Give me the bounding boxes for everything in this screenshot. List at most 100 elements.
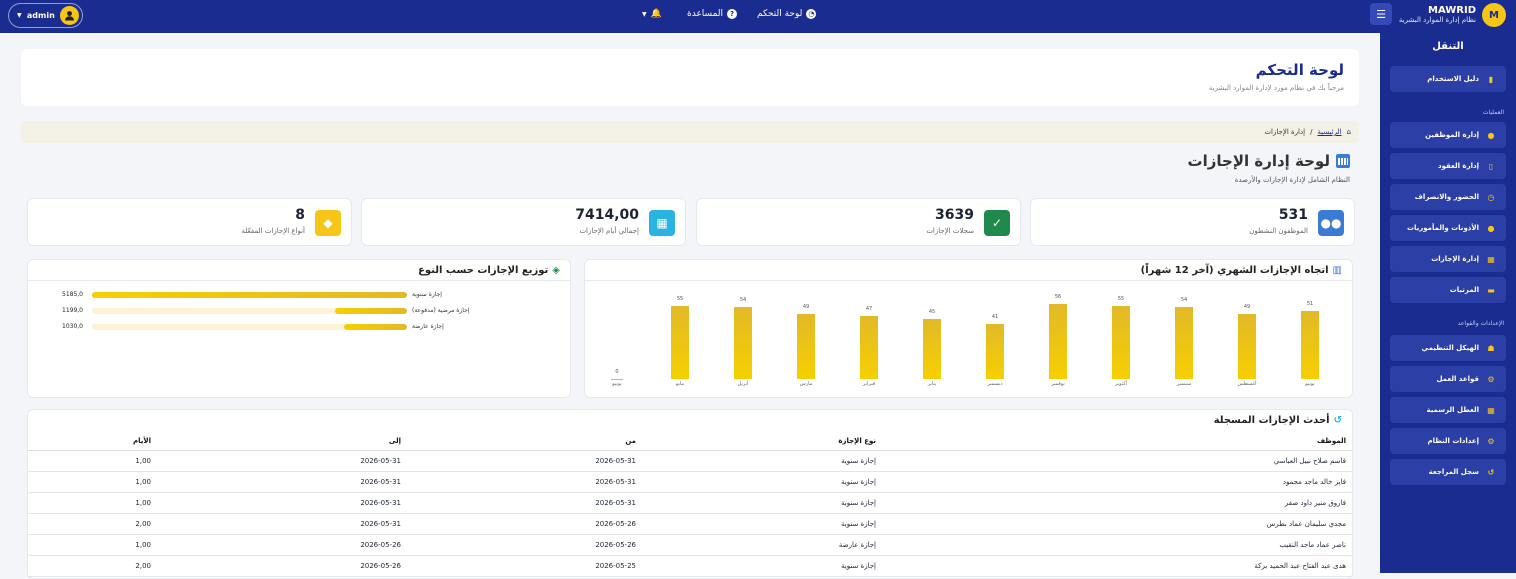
user-check-icon: ● [1487,223,1495,233]
column-header-to[interactable]: إلى [157,432,407,451]
table-row[interactable]: مجدي سليمان عماد بطرس إجازة سنوية 2026-05-… [28,513,1352,535]
trend-bar[interactable] [1175,307,1193,379]
table-row[interactable]: ناصر عماد ماجد النقيب إجازة عارضة 2026-05-… [28,534,1352,556]
trend-axis-label: يونيو [1305,381,1315,387]
stat-value: 7414,00 [575,207,639,223]
calendar-icon: ▦ [1487,254,1495,264]
users-icon: ●● [1318,210,1344,236]
column-header-from[interactable]: من [407,432,642,451]
trend-bar[interactable] [923,319,941,379]
distribution-track [92,324,407,330]
distribution-label: إجازة مرضية (مدفوعة) [412,307,470,314]
trend-bar-value: 47 [865,306,873,313]
trend-bar[interactable] [1301,311,1319,379]
page-header-card: لوحة التحكم مرحباً بك في نظام مورد لإدار… [21,49,1359,106]
gear-icon: ⚙ [1487,436,1495,446]
stat-label: إجمالي أيام الإجازات [579,227,639,235]
distribution-track [92,308,407,314]
distribution-label: إجازة سنوية [412,291,442,298]
table-row[interactable]: فاروق منير داود صقر إجازة سنوية 2026-05-31… [28,492,1352,514]
user-avatar-icon [60,6,79,25]
sidebar-title: التنقل [1432,41,1464,52]
brand-logo: M [1482,3,1506,27]
distribution-value: 1199,0 [62,307,83,314]
trend-axis-label: ديسمبر [987,381,1003,387]
sidebar-item-guide[interactable]: دليل الاستخدام ▮ [1390,66,1506,92]
sidebar-item-leaves[interactable]: إدارة الإجازات ▦ [1390,246,1506,272]
stat-value: 531 [1278,207,1308,223]
trend-axis-label: مايو [675,381,685,387]
trend-bar[interactable] [986,324,1004,379]
trend-bar[interactable] [611,379,623,380]
breadcrumb: ⌂ الرئيسية / إدارة الإجازات [21,121,1359,143]
trend-bar[interactable] [734,307,752,379]
top-navbar: M MAWRID نظام إدارة الموارد البشرية ☰ لو… [0,0,1516,33]
trend-axis-label: أغسطس [1237,381,1257,387]
column-header-leave-type[interactable]: نوع الإجازة [642,432,882,451]
sidebar-item-work-rules[interactable]: قواعد العمل ⚙ [1390,366,1506,392]
user-menu[interactable]: ▼ admin [8,3,83,28]
monthly-trend-title-text: اتجاه الإجازات الشهري (آخر 12 شهراً) [1140,265,1329,276]
trend-axis-label: فبراير [862,381,876,387]
sidebar-item-audit-log[interactable]: سجل المراجعة ↺ [1390,459,1506,485]
cell-from: 2026-05-26 [407,513,642,535]
trend-bar[interactable] [1112,305,1130,379]
calendar-check-icon: ✓ [984,210,1010,236]
trend-axis-label: نوفمبر [1051,381,1065,387]
notifications-button[interactable]: ▼ 🔔 [642,9,662,19]
cell-to: 2026-05-26 [157,534,407,556]
sidebar-item-contracts[interactable]: إدارة العقود ▯ [1390,153,1506,179]
column-header-employee[interactable]: الموظف [882,432,1352,451]
cell-leave-type: إجازة سنوية [642,513,882,535]
history-icon: ↺ [1333,415,1342,426]
nav-dashboard-link[interactable]: لوحة التحكم ◔ [757,9,817,19]
trend-bar[interactable] [671,305,689,379]
trend-bar[interactable] [860,316,878,379]
sidebar-item-label: الحضور والانصراف [1414,193,1479,201]
cell-from: 2026-05-31 [407,492,642,514]
table-row[interactable]: فايز خالد ماجد محمود إجازة سنوية 2026-05-3… [28,471,1352,493]
cell-employee: فاروق منير داود صقر [882,492,1352,514]
sidebar-item-holidays[interactable]: العطل الرسمية ▦ [1390,397,1506,423]
sidebar-item-permissions[interactable]: الأذونات والمأموريات ● [1390,215,1506,241]
panel-divider [585,280,1352,281]
recent-leaves-table: الموظف نوع الإجازة من إلى الأيام قاسم صل… [28,432,1352,577]
trend-bar[interactable] [797,313,815,379]
calendar-icon [1336,154,1350,168]
breadcrumb-home-link[interactable]: الرئيسية [1317,128,1342,136]
file-icon: ▯ [1488,161,1494,171]
nav-help-link[interactable]: المساعدة ? [687,9,738,19]
stat-label: سجلات الإجازات [926,227,974,235]
menu-toggle-button[interactable]: ☰ [1370,3,1392,25]
trend-bar-value: 0 [615,369,619,375]
tags-icon: ◆ [315,210,341,236]
sidebar-item-employees[interactable]: إدارة الموظفين ● [1390,122,1506,148]
gauge-icon: ◔ [806,9,817,19]
table-row[interactable]: قاسم صلاح نبيل العباسي إجازة سنوية 2026-05… [28,450,1352,472]
hamburger-icon: ☰ [1376,7,1386,21]
trend-bar[interactable] [1049,304,1067,379]
brand[interactable]: M MAWRID نظام إدارة الموارد البشرية [1399,3,1506,27]
history-icon: ↺ [1487,467,1495,477]
distribution-fill [344,324,407,330]
page-subtitle: مرحباً بك في نظام مورد لإدارة الموارد ال… [1208,84,1344,92]
sidebar-item-system-settings[interactable]: إعدادات النظام ⚙ [1390,428,1506,454]
sidebar-item-attendance[interactable]: الحضور والانصراف ◷ [1390,184,1506,210]
book-icon: ▮ [1488,74,1494,84]
trend-bar-value: 56 [1054,294,1062,301]
column-header-days[interactable]: الأيام [28,432,157,451]
stat-value: 8 [295,207,305,223]
cell-leave-type: إجازة سنوية [642,492,882,514]
sidebar-item-payroll[interactable]: المرتبات ▬ [1390,277,1506,303]
users-icon: ● [1487,130,1495,140]
cell-from: 2026-05-26 [407,534,642,556]
trend-bar[interactable] [1238,313,1256,379]
trend-bar-value: 55 [676,295,684,302]
sidebar-item-org-structure[interactable]: الهيكل التنظيمي ☗ [1390,335,1506,361]
section-title: لوحة إدارة الإجازات [1188,152,1350,170]
cell-to: 2026-05-31 [157,471,407,493]
stat-label: أنواع الإجازات المفعّلة [241,227,305,235]
calendar-day-icon: ▦ [1487,405,1495,415]
sidebar-item-label: إعدادات النظام [1427,437,1479,445]
trend-bar-value: 54 [1180,297,1188,303]
